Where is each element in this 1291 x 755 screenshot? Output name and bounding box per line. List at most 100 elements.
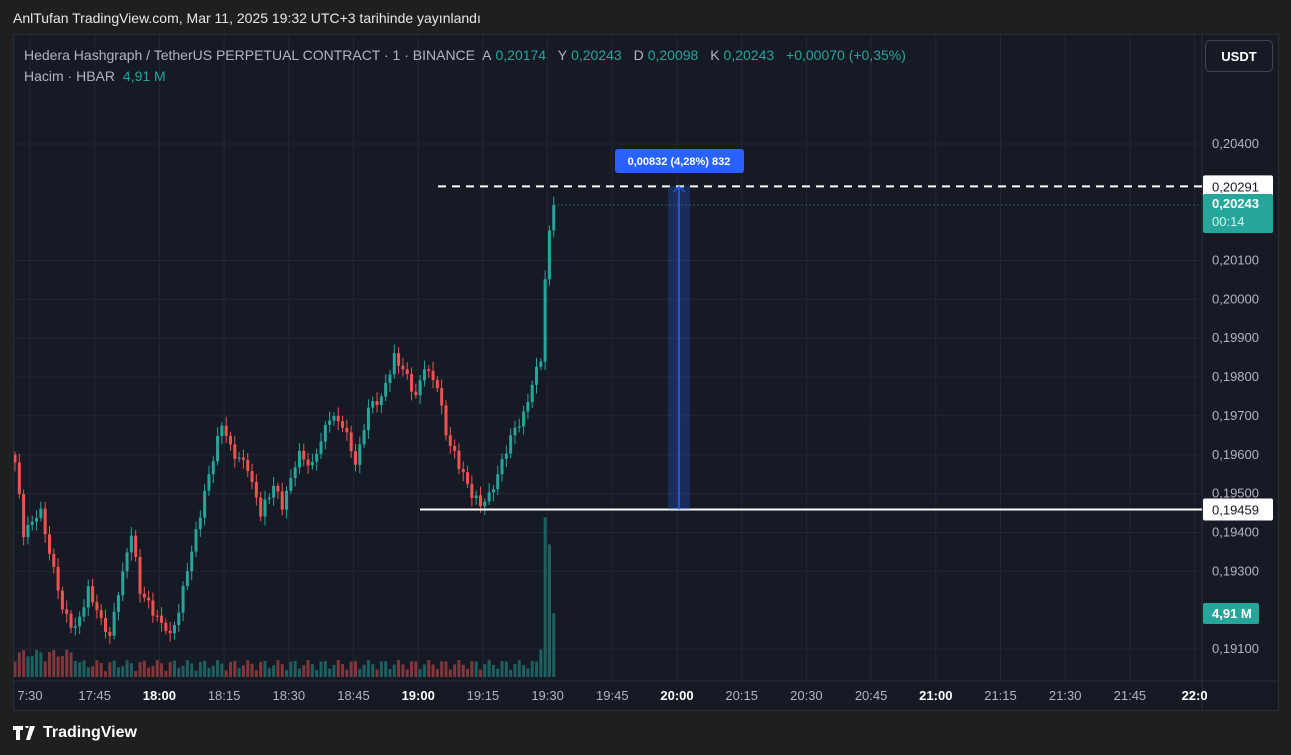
volume-bar bbox=[302, 665, 306, 677]
volume-bar bbox=[35, 649, 39, 677]
candle-body bbox=[211, 461, 215, 475]
x-tick-label: 20:30 bbox=[790, 688, 823, 703]
volume-bar bbox=[91, 666, 95, 677]
candle-body bbox=[302, 450, 306, 460]
current-price-label: 0,20243 bbox=[1212, 196, 1259, 211]
candle-body bbox=[73, 626, 77, 628]
candle-body bbox=[91, 586, 95, 603]
candle-body bbox=[539, 361, 543, 367]
volume-bar bbox=[224, 670, 228, 677]
volume-bar bbox=[147, 667, 151, 677]
candle-body bbox=[125, 552, 129, 572]
y-tick-label: 0,19100 bbox=[1212, 641, 1259, 656]
chart-frame[interactable]: Hedera Hashgraph / TetherUS PERPETUAL CO… bbox=[13, 34, 1279, 711]
candle-body bbox=[26, 524, 30, 538]
candle-body bbox=[440, 388, 444, 406]
volume-bar bbox=[397, 660, 401, 677]
volume-bar bbox=[172, 660, 176, 677]
volume-bar bbox=[297, 668, 301, 677]
currency-button[interactable]: USDT bbox=[1205, 40, 1273, 72]
volume-label[interactable]: Hacim · HBAR bbox=[24, 68, 116, 84]
x-tick-label: 19:00 bbox=[402, 688, 435, 703]
candle-body bbox=[401, 365, 405, 370]
volume-bar bbox=[375, 669, 379, 677]
candle-body bbox=[517, 426, 521, 428]
candle-body bbox=[310, 461, 314, 466]
candle-body bbox=[121, 571, 125, 596]
candle-body bbox=[35, 517, 39, 522]
symbol-title[interactable]: Hedera Hashgraph / TetherUS PERPETUAL CO… bbox=[24, 47, 476, 63]
volume-bar bbox=[530, 660, 534, 677]
tradingview-logo-icon bbox=[13, 726, 35, 740]
volume-bar bbox=[371, 664, 375, 677]
candle-body bbox=[194, 529, 198, 552]
candle-body bbox=[332, 416, 336, 421]
volume-bar bbox=[65, 649, 69, 677]
volume-bar bbox=[388, 669, 392, 677]
candle-body bbox=[142, 593, 146, 598]
volume-bar bbox=[496, 668, 500, 677]
volume-bar bbox=[155, 660, 159, 677]
candle-body bbox=[272, 485, 276, 498]
price-chart[interactable]: 0,00832 (4,28%) 832 0,20400 0,20100 0,20000… bbox=[14, 35, 1279, 711]
candle-body bbox=[138, 556, 142, 594]
volume-bar bbox=[478, 669, 482, 677]
volume-bar bbox=[422, 664, 426, 677]
volume-bar bbox=[216, 660, 220, 677]
volume-bar bbox=[241, 665, 245, 677]
x-tick-label: 18:15 bbox=[208, 688, 241, 703]
candle-body bbox=[353, 451, 357, 465]
candle-body bbox=[78, 616, 82, 627]
low-label: D bbox=[633, 47, 644, 63]
volume-bar bbox=[500, 661, 504, 677]
volume-bar bbox=[379, 661, 383, 677]
volume-bar bbox=[60, 656, 64, 677]
measure-label: 0,00832 (4,28%) 832 bbox=[628, 156, 731, 168]
candle-body bbox=[289, 477, 293, 491]
candle-body bbox=[259, 497, 263, 517]
candle-body bbox=[233, 444, 237, 459]
volume-bar bbox=[198, 661, 202, 677]
volume-bar bbox=[461, 664, 465, 677]
open-value: 0,20174 bbox=[495, 47, 547, 63]
candle-body bbox=[341, 421, 345, 428]
candle-body bbox=[358, 444, 362, 465]
candle-body bbox=[22, 494, 26, 538]
volume-bar bbox=[306, 660, 310, 677]
candle-body bbox=[478, 495, 482, 507]
y-tick-label: 0,20400 bbox=[1212, 136, 1259, 151]
y-tick-label: 0,19600 bbox=[1212, 447, 1259, 462]
x-tick-label: 17:45 bbox=[78, 688, 111, 703]
volume-bar bbox=[487, 660, 491, 677]
candle-body bbox=[470, 483, 474, 499]
volume-bar bbox=[246, 660, 250, 677]
x-tick-label: 18:30 bbox=[273, 688, 306, 703]
volume-bar bbox=[535, 661, 539, 677]
candle-body bbox=[112, 611, 116, 636]
candle-body bbox=[95, 602, 99, 611]
volume-bar bbox=[237, 668, 241, 677]
volume-bar bbox=[522, 665, 526, 677]
candle-body bbox=[466, 472, 470, 484]
candle-body bbox=[535, 366, 539, 385]
legend-volume-row: Hacim · HBAR 4,91 M bbox=[24, 66, 910, 87]
x-tick-label: 21:30 bbox=[1049, 688, 1082, 703]
volume-bar bbox=[69, 652, 73, 677]
tradingview-brand: TradingView bbox=[13, 724, 137, 742]
volume-bar bbox=[362, 664, 366, 677]
candle-body bbox=[65, 609, 69, 614]
volume-bar bbox=[177, 667, 181, 677]
volume-bar bbox=[211, 665, 215, 677]
candle-body bbox=[250, 471, 254, 482]
x-tick-label: 19:45 bbox=[596, 688, 629, 703]
x-tick-label: 20:15 bbox=[725, 688, 758, 703]
volume-bar bbox=[289, 661, 293, 677]
candle-body bbox=[543, 279, 547, 362]
close-value: 0,20243 bbox=[723, 47, 775, 63]
volume-bar bbox=[547, 544, 551, 677]
measure-label-bg bbox=[615, 149, 744, 173]
x-tick-label: 20:00 bbox=[660, 688, 693, 703]
volume-bar bbox=[341, 664, 345, 677]
candle-body bbox=[82, 607, 86, 617]
x-tick-label: 22:0 bbox=[1182, 688, 1208, 703]
